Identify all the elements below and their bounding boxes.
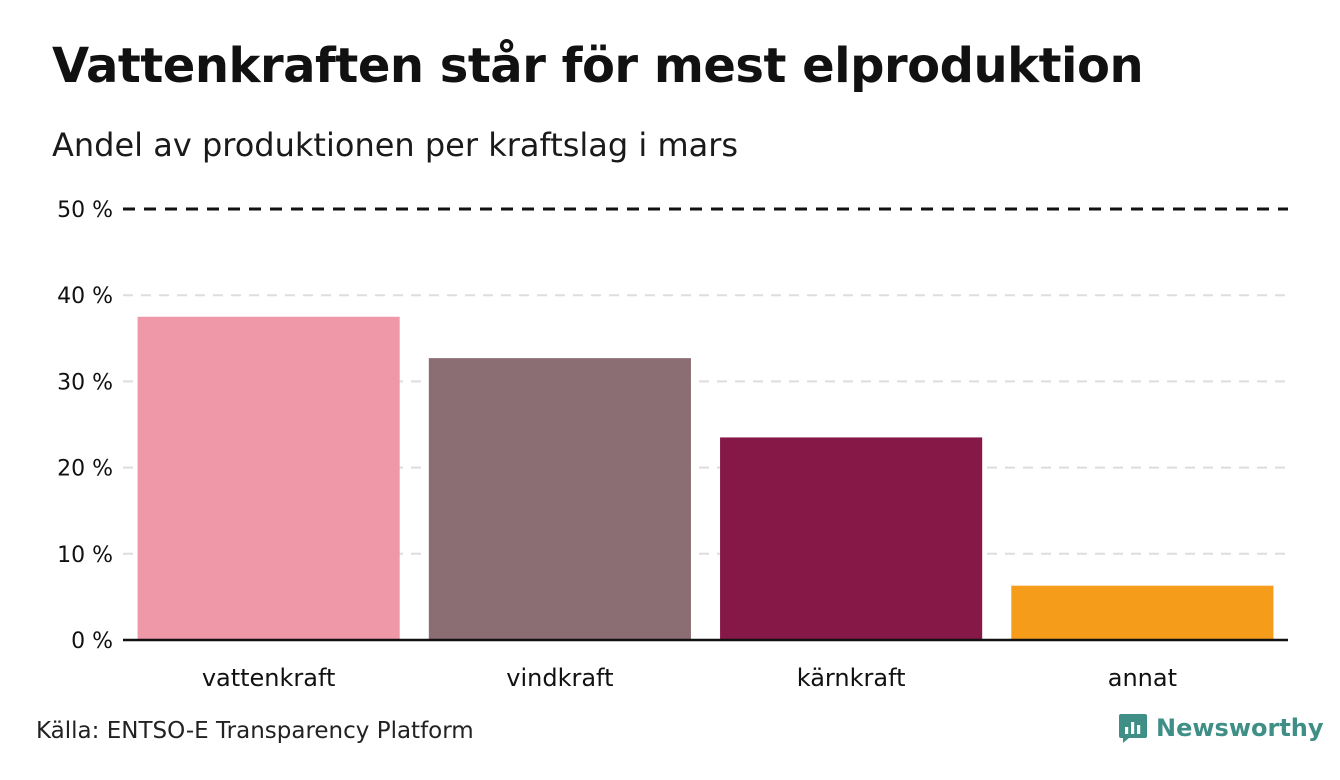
x-tick-label: vindkraft — [506, 664, 613, 692]
brand-logo: Newsworthy — [1118, 712, 1324, 744]
brand-name: Newsworthy — [1156, 714, 1324, 742]
y-tick-label: 0 % — [71, 629, 113, 654]
gridlines — [123, 207, 1288, 555]
axes: 0 % 10 % 20 % 30 % 40 % 50 % vattenkraft vindkr… — [57, 198, 1288, 692]
bar-vattenkraft — [137, 316, 400, 640]
bar-annat — [1011, 585, 1274, 640]
y-tick-label: 10 % — [57, 543, 113, 568]
newsworthy-logo-icon — [1119, 714, 1147, 743]
y-tick-label: 30 % — [57, 370, 113, 395]
bars — [137, 316, 1274, 640]
chart-title: Vattenkraften står för mest elproduktion — [52, 38, 1144, 94]
chart-subtitle: Andel av produktionen per kraftslag i ma… — [52, 126, 739, 164]
y-tick-label: 40 % — [57, 284, 113, 309]
source-note: Källa: ENTSO-E Transparency Platform — [36, 718, 474, 744]
y-tick-label: 20 % — [57, 457, 113, 482]
bar-vindkraft — [428, 358, 691, 640]
x-tick-label: vattenkraft — [202, 664, 336, 692]
x-tick-label: annat — [1108, 664, 1177, 692]
bar-kärnkraft — [720, 437, 983, 640]
x-tick-label: kärnkraft — [797, 664, 906, 692]
y-tick-label: 50 % — [57, 198, 113, 223]
